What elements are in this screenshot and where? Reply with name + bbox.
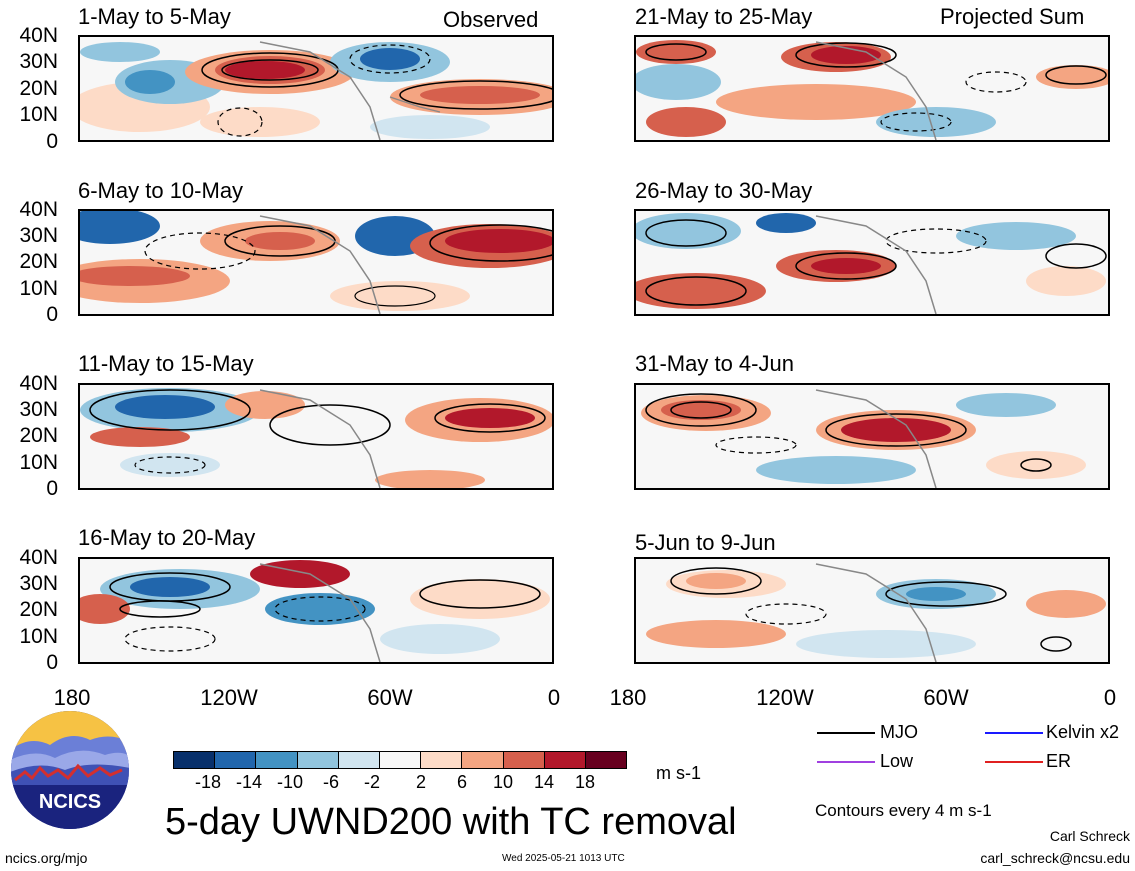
map-panel-4 (78, 557, 554, 664)
colorbar-tick: 14 (533, 772, 555, 792)
y-label: 30N (19, 224, 58, 247)
map-panel-8 (634, 557, 1110, 664)
y-label: 20N (19, 424, 58, 447)
panel-title-8: 5-Jun to 9-Jun (635, 530, 776, 555)
colorbar-swatch (461, 752, 503, 768)
y-label: 30N (19, 398, 58, 421)
y-label: 10N (19, 625, 58, 648)
y-label: 0 (46, 651, 58, 674)
y-label: 10N (19, 103, 58, 126)
panel-title-1: 1-May to 5-May (78, 4, 231, 29)
colorbar-swatch (420, 752, 462, 768)
colorbar-swatch (378, 752, 421, 768)
y-label: 40N (19, 198, 58, 221)
map-panel-6 (634, 209, 1110, 316)
colorbar-tick: -2 (363, 772, 380, 792)
legend-line-er (985, 761, 1043, 763)
x-label-right-120w: 120W (756, 685, 814, 710)
figure-title: 5-day UWND200 with TC removal (165, 801, 737, 843)
legend-label-mjo: MJO (880, 722, 918, 742)
colorbar (173, 751, 627, 769)
map-panel-1 (78, 35, 554, 142)
footer-email[interactable]: carl_schreck@ncsu.edu (980, 850, 1130, 866)
y-label: 40N (19, 24, 58, 47)
x-label-right-180: 180 (609, 685, 647, 710)
colorbar-swatch (255, 752, 297, 768)
map-panel-7 (634, 383, 1110, 490)
colorbar-tick: -18 (194, 772, 221, 792)
colorbar-tick: 2 (415, 772, 426, 792)
footer-url[interactable]: ncics.org/mjo (5, 850, 88, 866)
colorbar-swatch (543, 752, 585, 768)
y-label: 20N (19, 77, 58, 100)
footer-timestamp: Wed 2025-05-21 1013 UTC (502, 853, 625, 864)
y-label: 40N (19, 372, 58, 395)
colorbar-tick: -10 (276, 772, 303, 792)
map-panel-3 (78, 383, 554, 490)
x-label-left-60w: 60W (367, 685, 413, 710)
colorbar-tick: -6 (322, 772, 339, 792)
x-label-right-60w: 60W (923, 685, 969, 710)
x-label-left-180: 180 (53, 685, 91, 710)
contour-note: Contours every 4 m s-1 (815, 801, 992, 820)
legend-line-kelvin (985, 732, 1043, 734)
footer-author: Carl Schreck (1049, 828, 1130, 844)
panel-title-7: 31-May to 4-Jun (635, 351, 794, 376)
ncics-logo: NCICS (10, 710, 130, 830)
colorbar-swatch (502, 752, 544, 768)
x-label-left-120w: 120W (200, 685, 258, 710)
legend-line-mjo (817, 732, 875, 734)
map-panel-5 (634, 35, 1110, 142)
colorbar-tick: 10 (492, 772, 514, 792)
map-panel-2 (78, 209, 554, 316)
legend-label-er: ER (1046, 751, 1072, 771)
legend-label-low: Low (880, 751, 914, 771)
y-label: 10N (19, 451, 58, 474)
y-label: 0 (46, 303, 58, 326)
y-label: 30N (19, 572, 58, 595)
panel-title-4: 16-May to 20-May (78, 525, 256, 550)
colorbar-swatch (214, 752, 256, 768)
panel-title-3: 11-May to 15-May (78, 351, 254, 376)
colorbar-tick: 6 (456, 772, 467, 792)
panel-title-5: 21-May to 25-May (635, 4, 813, 29)
x-label-right-0: 0 (1103, 685, 1117, 710)
y-label: 20N (19, 250, 58, 273)
logo-text: NCICS (39, 791, 101, 813)
colorbar-swatch (337, 752, 379, 768)
colorbar-swatch (296, 752, 338, 768)
colorbar-swatch (174, 752, 215, 768)
y-label: 0 (46, 477, 58, 500)
legend-line-low (817, 761, 875, 763)
panel-title-2: 6-May to 10-May (78, 178, 244, 203)
y-label: 10N (19, 277, 58, 300)
colorbar-swatch (584, 752, 627, 768)
y-label: 40N (19, 546, 58, 569)
y-label: 0 (46, 130, 58, 153)
legend-label-kelvin: Kelvin x2 (1046, 722, 1120, 742)
panel-title-6: 26-May to 30-May (635, 178, 813, 203)
colorbar-tick: 18 (574, 772, 596, 792)
colorbar-units: m s-1 (656, 763, 701, 783)
observed-label: Observed (443, 7, 539, 32)
x-label-left-0: 0 (547, 685, 561, 710)
colorbar-tick: -14 (235, 772, 262, 792)
y-label: 20N (19, 598, 58, 621)
y-label: 30N (19, 50, 58, 73)
projected-label: Projected Sum (940, 4, 1085, 29)
